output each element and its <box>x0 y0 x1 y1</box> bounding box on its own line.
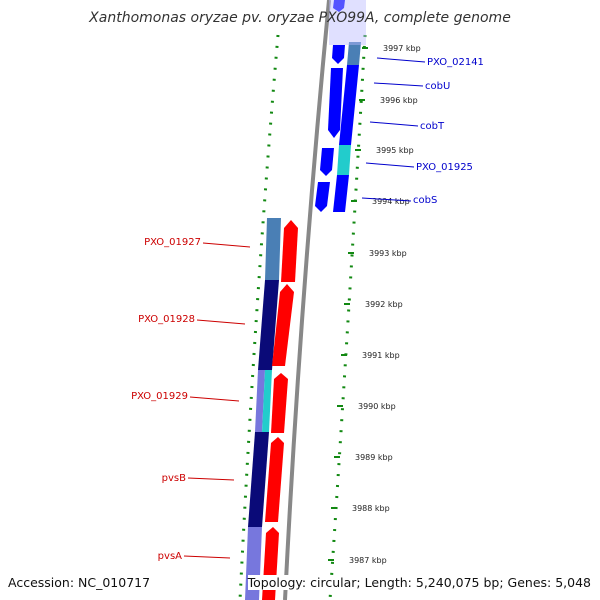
gene-label: PXO_01928 <box>138 314 195 325</box>
genome-backbone <box>283 0 331 600</box>
tick-label: 3991 kbp <box>362 351 400 360</box>
gene-label: cobU <box>425 81 450 92</box>
tick-label: 3989 kbp <box>355 453 393 462</box>
accession-text: Accession: NC_010717 <box>8 575 151 590</box>
gene-label: PXO_01925 <box>416 162 473 173</box>
tick-label: 3993 kbp <box>369 249 407 258</box>
reverse-shade-track <box>333 0 364 212</box>
gene-leader-line <box>376 57 426 63</box>
tick-label: 3997 kbp <box>383 44 421 53</box>
reverse-highlight-band <box>329 0 366 45</box>
gene-leader-line <box>189 396 240 402</box>
gene-label: PXO_01929 <box>131 391 188 402</box>
gene-leader-line <box>369 121 419 127</box>
page-title: Xanthomonas oryzae pv. oryzae PXO99A, co… <box>89 10 511 26</box>
gene-leader-line <box>365 162 415 168</box>
gene-leader-line <box>361 197 412 202</box>
gene-label: cobS <box>413 195 437 206</box>
gene-label: PXO_01927 <box>144 237 201 248</box>
gene-leader-line <box>183 555 231 559</box>
gene-label: pvsA <box>158 551 182 562</box>
tick-label: 3995 kbp <box>376 146 414 155</box>
gene-leader-line <box>202 242 251 248</box>
tick-label: 3987 kbp <box>349 556 387 565</box>
gene-label: PXO_02141 <box>427 57 484 68</box>
gene-leader-line <box>373 82 424 87</box>
gene-leader-line <box>187 477 235 481</box>
reverse-gene-arrows <box>315 0 345 212</box>
gene-label: pvsB <box>162 473 186 484</box>
tick-marks: 3997 kbp 3996 kbp 3995 kbp 3994 kbp 3993 kbp… <box>328 44 421 565</box>
gene-label: cobT <box>420 121 445 132</box>
tick-label: 3992 kbp <box>365 300 403 309</box>
tick-label: 3988 kbp <box>352 504 390 513</box>
tick-label: 3996 kbp <box>380 96 418 105</box>
tick-label: 3990 kbp <box>358 402 396 411</box>
tick-label: 3994 kbp <box>372 197 410 206</box>
gene-labels: PXO_02141 cobU cobT PXO_01925 cobS PXO_01927 P… <box>131 57 484 562</box>
topology-text: Topology: circular; Length: 5,240,075 bp… <box>247 575 591 590</box>
gene-leader-line <box>196 319 246 325</box>
